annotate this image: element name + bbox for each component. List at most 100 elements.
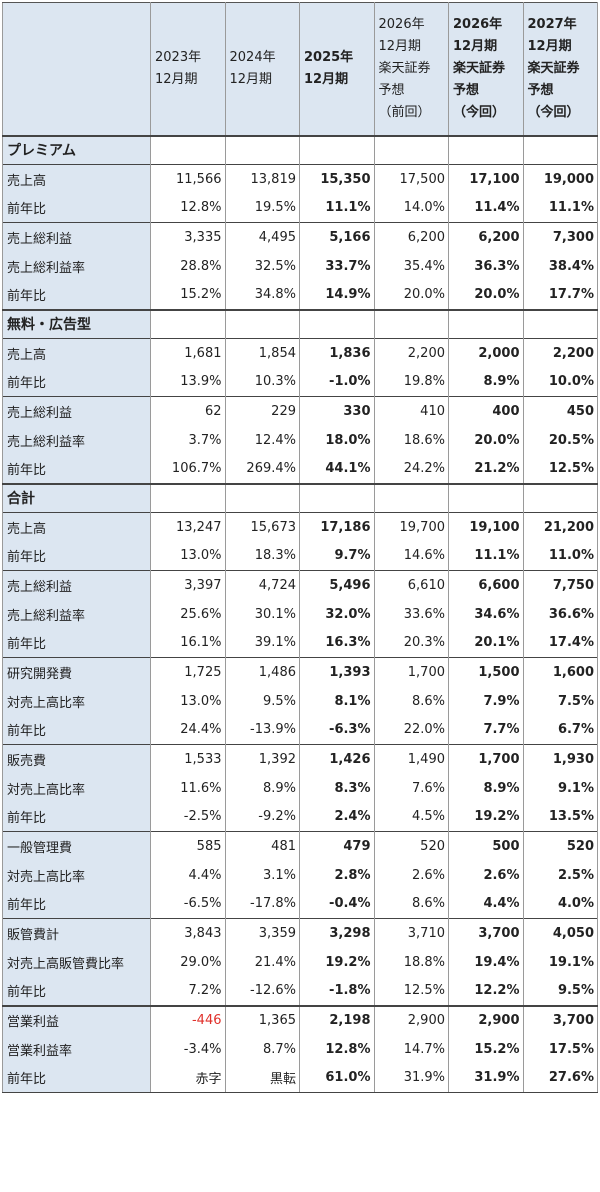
value-cell: 106.7% bbox=[150, 454, 226, 484]
data-row: 売上総利益率 3.7% 12.4% 18.0% 18.6% 20.0% 20.5% bbox=[2, 425, 598, 455]
empty-cell bbox=[224, 482, 300, 513]
data-row: 営業利益率 -3.4% 8.7% 12.8% 14.7% 15.2% 17.5% bbox=[2, 1034, 598, 1064]
empty-cell bbox=[373, 482, 449, 513]
value-cell: 2,900 bbox=[373, 1004, 449, 1035]
section-row: 合計 bbox=[2, 482, 598, 513]
value-cell: 20.0% bbox=[448, 425, 524, 455]
data-row: 前年比 15.2% 34.8% 14.9% 20.0% 20.0% 17.7% bbox=[2, 280, 598, 310]
value-cell: -9.2% bbox=[224, 802, 300, 832]
data-row: 前年比 7.2% -12.6% -1.8% 12.5% 12.2% 9.5% bbox=[2, 976, 598, 1006]
value-cell: 4.4% bbox=[448, 889, 524, 919]
value-cell: -3.4% bbox=[150, 1034, 226, 1064]
value-cell: 2.6% bbox=[373, 860, 449, 890]
value-cell: 7,750 bbox=[522, 570, 598, 600]
value-cell: 17.5% bbox=[522, 1034, 598, 1064]
value-cell: 14.7% bbox=[373, 1034, 449, 1064]
value-cell: 1,365 bbox=[224, 1004, 300, 1035]
value-cell: 8.7% bbox=[224, 1034, 300, 1064]
value-cell: 11.0% bbox=[522, 541, 598, 571]
value-cell: 7.7% bbox=[448, 715, 524, 745]
value-cell: 8.3% bbox=[299, 773, 375, 803]
value-cell: 8.9% bbox=[448, 773, 524, 803]
row-label: 対売上高比率 bbox=[2, 686, 151, 716]
row-label: 売上高 bbox=[2, 512, 151, 542]
empty-cell bbox=[522, 308, 598, 339]
value-cell: 1,486 bbox=[224, 657, 300, 687]
value-cell: 19.2% bbox=[299, 947, 375, 977]
value-cell: 4,724 bbox=[224, 570, 300, 600]
value-cell: 19.1% bbox=[522, 947, 598, 977]
value-cell: 4.0% bbox=[522, 889, 598, 919]
value-cell: 17,500 bbox=[373, 164, 449, 194]
data-row: 売上総利益 3,397 4,724 5,496 6,610 6,600 7,750 bbox=[2, 570, 598, 600]
data-row: 売上高 1,681 1,854 1,836 2,200 2,000 2,200 bbox=[2, 338, 598, 368]
value-cell: 12.2% bbox=[448, 976, 524, 1006]
value-cell: 7,300 bbox=[522, 222, 598, 252]
row-label: 販管費計 bbox=[2, 918, 151, 948]
value-cell: 330 bbox=[299, 396, 375, 426]
data-row: 販売費 1,533 1,392 1,426 1,490 1,700 1,930 bbox=[2, 744, 598, 774]
data-row: 一般管理費 585 481 479 520 500 520 bbox=[2, 831, 598, 861]
value-cell: 3,700 bbox=[448, 918, 524, 948]
data-row: 売上高 13,247 15,673 17,186 19,700 19,100 21,200 bbox=[2, 512, 598, 542]
empty-cell bbox=[224, 308, 300, 339]
data-row: 販管費計 3,843 3,359 3,298 3,710 3,700 4,050 bbox=[2, 918, 598, 948]
data-row: 対売上高比率 13.0% 9.5% 8.1% 8.6% 7.9% 7.5% bbox=[2, 686, 598, 716]
value-cell: 269.4% bbox=[224, 454, 300, 484]
row-label: 売上高 bbox=[2, 164, 151, 194]
row-label: 対売上高販管費比率 bbox=[2, 947, 151, 977]
value-cell: 36.6% bbox=[522, 599, 598, 629]
empty-cell bbox=[299, 482, 375, 513]
value-cell: 32.5% bbox=[224, 251, 300, 281]
section-title: プレミアム bbox=[2, 134, 151, 165]
data-row: 前年比 -2.5% -9.2% 2.4% 4.5% 19.2% 13.5% bbox=[2, 802, 598, 832]
value-cell: 2.4% bbox=[299, 802, 375, 832]
value-cell: 1,393 bbox=[299, 657, 375, 687]
value-cell: 2,900 bbox=[448, 1004, 524, 1035]
row-label: 売上総利益率 bbox=[2, 251, 151, 281]
data-row: 対売上高販管費比率 29.0% 21.4% 19.2% 18.8% 19.4% 19.1% bbox=[2, 947, 598, 977]
value-cell: 19.4% bbox=[448, 947, 524, 977]
value-cell: 12.8% bbox=[299, 1034, 375, 1064]
value-cell: 3,710 bbox=[373, 918, 449, 948]
value-cell: 1,426 bbox=[299, 744, 375, 774]
row-label: 販売費 bbox=[2, 744, 151, 774]
data-row: 売上総利益率 28.8% 32.5% 33.7% 35.4% 36.3% 38.4% bbox=[2, 251, 598, 281]
row-label: 売上高 bbox=[2, 338, 151, 368]
value-cell: 24.4% bbox=[150, 715, 226, 745]
row-label: 売上総利益率 bbox=[2, 599, 151, 629]
empty-cell bbox=[522, 482, 598, 513]
row-label: 前年比 bbox=[2, 367, 151, 397]
value-cell: 34.6% bbox=[448, 599, 524, 629]
empty-cell bbox=[522, 134, 598, 165]
value-cell: 1,700 bbox=[448, 744, 524, 774]
value-cell: 1,930 bbox=[522, 744, 598, 774]
value-cell: 20.5% bbox=[522, 425, 598, 455]
value-cell: 20.1% bbox=[448, 628, 524, 658]
value-cell: 7.6% bbox=[373, 773, 449, 803]
value-cell: 6,200 bbox=[373, 222, 449, 252]
row-label: 営業利益 bbox=[2, 1004, 151, 1035]
value-cell: 229 bbox=[224, 396, 300, 426]
value-cell: 17.7% bbox=[522, 280, 598, 310]
value-cell: 19,700 bbox=[373, 512, 449, 542]
data-row: 売上総利益率 25.6% 30.1% 32.0% 33.6% 34.6% 36.6% bbox=[2, 599, 598, 629]
row-label: 前年比 bbox=[2, 628, 151, 658]
row-label: 研究開発費 bbox=[2, 657, 151, 687]
column-header: 2024年 12月期 bbox=[224, 2, 300, 137]
value-cell: 7.5% bbox=[522, 686, 598, 716]
value-cell: 8.9% bbox=[448, 367, 524, 397]
value-cell: 24.2% bbox=[373, 454, 449, 484]
value-cell: 1,836 bbox=[299, 338, 375, 368]
value-cell: 8.6% bbox=[373, 889, 449, 919]
value-cell: 1,681 bbox=[150, 338, 226, 368]
value-cell: 18.0% bbox=[299, 425, 375, 455]
column-header: 2026年 12月期 楽天証券 予想 （今回） bbox=[448, 2, 524, 137]
data-row: 前年比 16.1% 39.1% 16.3% 20.3% 20.1% 17.4% bbox=[2, 628, 598, 658]
value-cell: 27.6% bbox=[522, 1063, 598, 1093]
empty-cell bbox=[224, 134, 300, 165]
table-body: 2023年 12月期 2024年 12月期 2025年 12月期 2026年 12月期… bbox=[2, 2, 598, 1093]
section-row: プレミアム bbox=[2, 134, 598, 165]
value-cell: 6,610 bbox=[373, 570, 449, 600]
